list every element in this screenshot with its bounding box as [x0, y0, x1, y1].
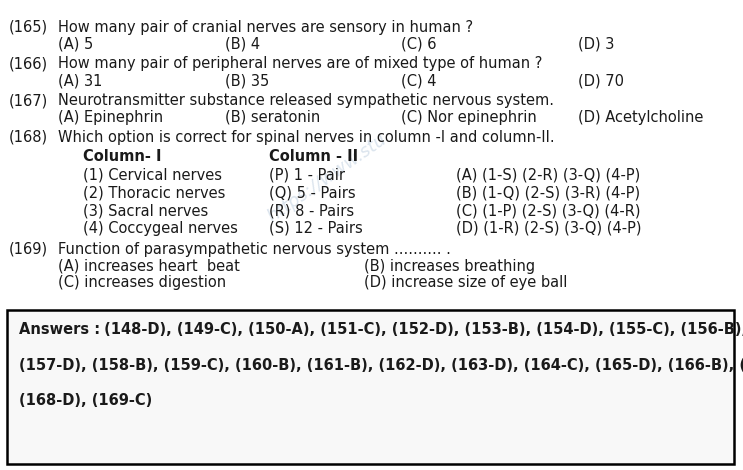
- Text: (168-D), (169-C): (168-D), (169-C): [19, 393, 152, 408]
- Text: (148-D), (149-C), (150-A), (151-C), (152-D), (153-B), (154-D), (155-C), (156-B),: (148-D), (149-C), (150-A), (151-C), (152…: [99, 321, 743, 337]
- Text: How many pair of cranial nerves are sensory in human ?: How many pair of cranial nerves are sens…: [58, 20, 473, 35]
- Text: (2) Thoracic nerves: (2) Thoracic nerves: [83, 185, 226, 200]
- Text: (C) (1-P) (2-S) (3-Q) (4-R): (C) (1-P) (2-S) (3-Q) (4-R): [456, 203, 640, 218]
- Text: Answers :: Answers :: [19, 321, 105, 337]
- Text: (C) 4: (C) 4: [401, 73, 437, 88]
- Text: (4) Coccygeal nerves: (4) Coccygeal nerves: [83, 221, 238, 236]
- Text: (C) 6: (C) 6: [401, 37, 437, 52]
- Text: (R) 8 - Pairs: (R) 8 - Pairs: [269, 203, 354, 218]
- Text: How many pair of peripheral nerves are of mixed type of human ?: How many pair of peripheral nerves are o…: [58, 56, 542, 71]
- Text: Function of parasympathetic nervous system .......... .: Function of parasympathetic nervous syst…: [58, 242, 451, 257]
- Text: (168): (168): [9, 130, 48, 145]
- Text: (D) Acetylcholine: (D) Acetylcholine: [578, 110, 704, 125]
- Text: (166): (166): [9, 56, 48, 71]
- Text: (A) increases heart  beat: (A) increases heart beat: [58, 258, 240, 274]
- Text: (B) 4: (B) 4: [225, 37, 260, 52]
- Text: Neurotransmitter substance released sympathetic nervous system.: Neurotransmitter substance released symp…: [58, 93, 554, 108]
- Text: (D) increase size of eye ball: (D) increase size of eye ball: [364, 275, 568, 290]
- Text: (C) Nor epinephrin: (C) Nor epinephrin: [401, 110, 537, 125]
- Text: (D) (1-R) (2-S) (3-Q) (4-P): (D) (1-R) (2-S) (3-Q) (4-P): [456, 221, 642, 236]
- Text: (B) 35: (B) 35: [225, 73, 270, 88]
- Text: Column - II: Column - II: [269, 149, 358, 164]
- Text: (C) increases digestion: (C) increases digestion: [58, 275, 226, 290]
- Text: (1) Cervical nerves: (1) Cervical nerves: [83, 167, 222, 182]
- Text: (B) (1-Q) (2-S) (3-R) (4-P): (B) (1-Q) (2-S) (3-R) (4-P): [456, 185, 640, 200]
- Text: (Q) 5 - Pairs: (Q) 5 - Pairs: [269, 185, 356, 200]
- Text: https://www.stu: https://www.stu: [264, 131, 390, 227]
- Text: (S) 12 - Pairs: (S) 12 - Pairs: [269, 221, 363, 236]
- Text: (169): (169): [9, 242, 48, 257]
- Text: (B) seratonin: (B) seratonin: [225, 110, 320, 125]
- Text: (A) 5: (A) 5: [58, 37, 93, 52]
- Text: (P) 1 - Pair: (P) 1 - Pair: [269, 167, 345, 182]
- Text: (A) 31: (A) 31: [58, 73, 103, 88]
- Text: (3) Sacral nerves: (3) Sacral nerves: [83, 203, 209, 218]
- Text: (157-D), (158-B), (159-C), (160-B), (161-B), (162-D), (163-D), (164-C), (165-D),: (157-D), (158-B), (159-C), (160-B), (161…: [19, 358, 743, 373]
- Text: Column- I: Column- I: [83, 149, 162, 164]
- Text: (B) increases breathing: (B) increases breathing: [364, 258, 535, 274]
- Text: (A) (1-S) (2-R) (3-Q) (4-P): (A) (1-S) (2-R) (3-Q) (4-P): [456, 167, 640, 182]
- Text: Which option is correct for spinal nerves in column -I and column-II.: Which option is correct for spinal nerve…: [58, 130, 554, 145]
- Text: (D) 3: (D) 3: [578, 37, 614, 52]
- Text: (167): (167): [9, 93, 48, 108]
- Text: (A) Epinephrin: (A) Epinephrin: [58, 110, 163, 125]
- FancyBboxPatch shape: [7, 310, 734, 464]
- Text: (165): (165): [9, 20, 48, 35]
- Text: (D) 70: (D) 70: [578, 73, 624, 88]
